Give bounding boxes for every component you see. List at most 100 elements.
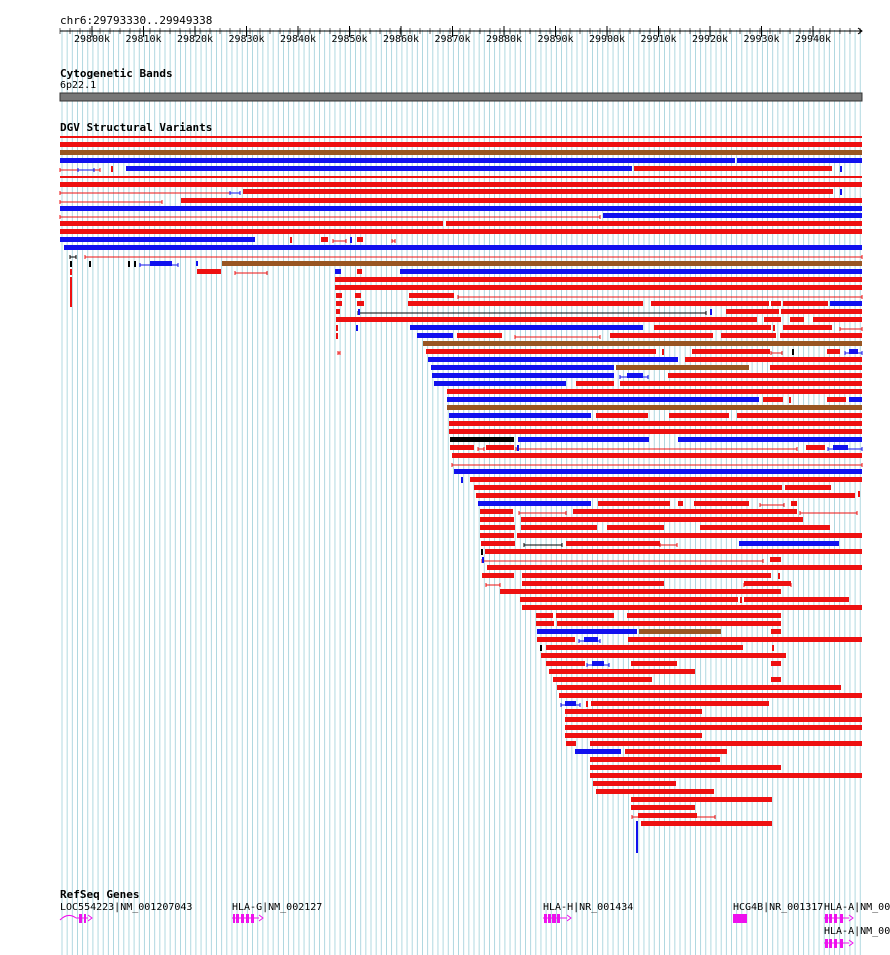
gene-label-hcg4b[interactable]: HCG4B|NR_001317 bbox=[733, 902, 824, 913]
variant-bar bbox=[480, 517, 514, 522]
cytoband-bar[interactable] bbox=[0, 92, 890, 102]
gene-exon bbox=[557, 914, 560, 923]
variant-bar bbox=[546, 661, 585, 666]
variant-bar bbox=[454, 469, 862, 474]
variant-bar bbox=[449, 429, 862, 434]
variant-bar bbox=[60, 221, 443, 226]
variant-bar bbox=[335, 269, 341, 274]
gene-exon bbox=[251, 914, 254, 923]
variant-bar bbox=[480, 509, 513, 514]
refseq-gene-features[interactable] bbox=[0, 910, 890, 955]
gene-exon bbox=[241, 914, 244, 923]
gene-label-hla-a-1[interactable]: HLA-A|NM_00 bbox=[824, 902, 890, 913]
variant-bar bbox=[631, 805, 695, 810]
gene-label-loc554223[interactable]: LOC554223|NM_001207043 bbox=[60, 902, 193, 913]
variant-bar bbox=[536, 613, 553, 618]
gene-exon bbox=[825, 914, 828, 923]
variant-bar bbox=[830, 301, 862, 306]
variant-bar bbox=[607, 525, 664, 530]
variant-bar bbox=[60, 158, 735, 163]
variant-bar bbox=[60, 136, 862, 138]
variant-bar bbox=[833, 445, 848, 450]
variant-bar bbox=[447, 389, 862, 394]
gene-exon bbox=[236, 914, 239, 923]
gene-exon bbox=[840, 939, 843, 948]
variant-tick bbox=[482, 557, 484, 563]
variant-bar bbox=[827, 349, 840, 354]
gene-label-hla-a-2[interactable]: HLA-A|NM_00 bbox=[824, 926, 890, 937]
variant-bar bbox=[470, 477, 862, 482]
variant-tick bbox=[356, 325, 358, 331]
variant-bar bbox=[70, 277, 72, 307]
variant-bar bbox=[196, 261, 198, 266]
variant-bar bbox=[520, 597, 738, 602]
variant-tick bbox=[70, 269, 72, 275]
variant-bar bbox=[423, 341, 862, 346]
gene-exon bbox=[829, 939, 832, 948]
ruler-tick-label: 29940k bbox=[794, 34, 832, 45]
variant-bar bbox=[476, 493, 855, 498]
variant-bar bbox=[181, 198, 862, 203]
variant-bar bbox=[694, 501, 749, 506]
coordinate-ruler[interactable] bbox=[0, 24, 890, 48]
variant-bar bbox=[771, 661, 781, 666]
variant-bar bbox=[559, 693, 862, 698]
ruler-tick-label: 29890k bbox=[537, 34, 574, 45]
variant-bar bbox=[625, 749, 727, 754]
ruler-tick-label: 29860k bbox=[382, 34, 420, 45]
variant-bar bbox=[60, 237, 255, 242]
variant-bar bbox=[486, 445, 514, 450]
variant-bar bbox=[222, 261, 862, 266]
variant-bar bbox=[432, 373, 614, 378]
gene-strand-arrow bbox=[87, 914, 93, 922]
variant-bar bbox=[678, 501, 683, 506]
gene-label-hla-h[interactable]: HLA-H|NR_001434 bbox=[543, 902, 634, 913]
variant-bar bbox=[400, 269, 862, 274]
variant-bar bbox=[60, 182, 862, 187]
variant-bar bbox=[60, 150, 862, 155]
variant-bar bbox=[639, 629, 721, 634]
variant-bar bbox=[628, 637, 862, 642]
variant-bar bbox=[739, 541, 839, 546]
ruler-tick-label: 29840k bbox=[279, 34, 317, 45]
variant-bar bbox=[426, 349, 656, 354]
variant-tick bbox=[778, 573, 780, 579]
ruler-tick-label: 29930k bbox=[743, 34, 780, 45]
variant-bar bbox=[450, 445, 474, 450]
variant-bar bbox=[336, 317, 757, 322]
variant-bar bbox=[336, 293, 342, 298]
variant-tick bbox=[792, 349, 794, 355]
variant-bar bbox=[780, 333, 862, 338]
gene-label-hla-g[interactable]: HLA-G|NM_002127 bbox=[232, 902, 323, 913]
variant-tick bbox=[517, 445, 519, 451]
variant-bar bbox=[480, 525, 515, 530]
dgv-variant-features[interactable] bbox=[0, 134, 890, 884]
ruler-tick-label: 29900k bbox=[588, 34, 626, 45]
variant-bar bbox=[521, 517, 803, 522]
variant-tick bbox=[290, 237, 292, 243]
variant-bar bbox=[336, 301, 342, 306]
variant-bar bbox=[596, 413, 648, 418]
variant-tick bbox=[840, 166, 842, 172]
variant-tick bbox=[710, 309, 712, 315]
variant-bar bbox=[813, 317, 862, 322]
variant-bar bbox=[764, 317, 781, 322]
track-title-refseq[interactable]: RefSeq Genes bbox=[60, 888, 140, 901]
gene-strand-arrow bbox=[848, 939, 854, 947]
locus-label: chr6:29793330..29949338 bbox=[60, 14, 213, 27]
variant-tick bbox=[461, 477, 463, 483]
gene-exon bbox=[834, 939, 837, 948]
track-title-dgv[interactable]: DGV Structural Variants bbox=[60, 121, 213, 134]
variant-tick bbox=[128, 261, 130, 267]
variant-bar bbox=[685, 357, 862, 362]
variant-bar bbox=[243, 189, 833, 194]
gene-exon bbox=[548, 914, 551, 923]
variant-bar bbox=[522, 573, 771, 578]
variant-bar bbox=[668, 373, 862, 378]
ruler-tick-label: 29800k bbox=[73, 34, 111, 45]
variant-bar bbox=[593, 781, 676, 786]
variant-bar bbox=[481, 541, 515, 546]
variant-bar bbox=[744, 597, 849, 602]
track-title-cytobands[interactable]: Cytogenetic Bands bbox=[60, 67, 173, 80]
variant-tick bbox=[772, 645, 774, 651]
